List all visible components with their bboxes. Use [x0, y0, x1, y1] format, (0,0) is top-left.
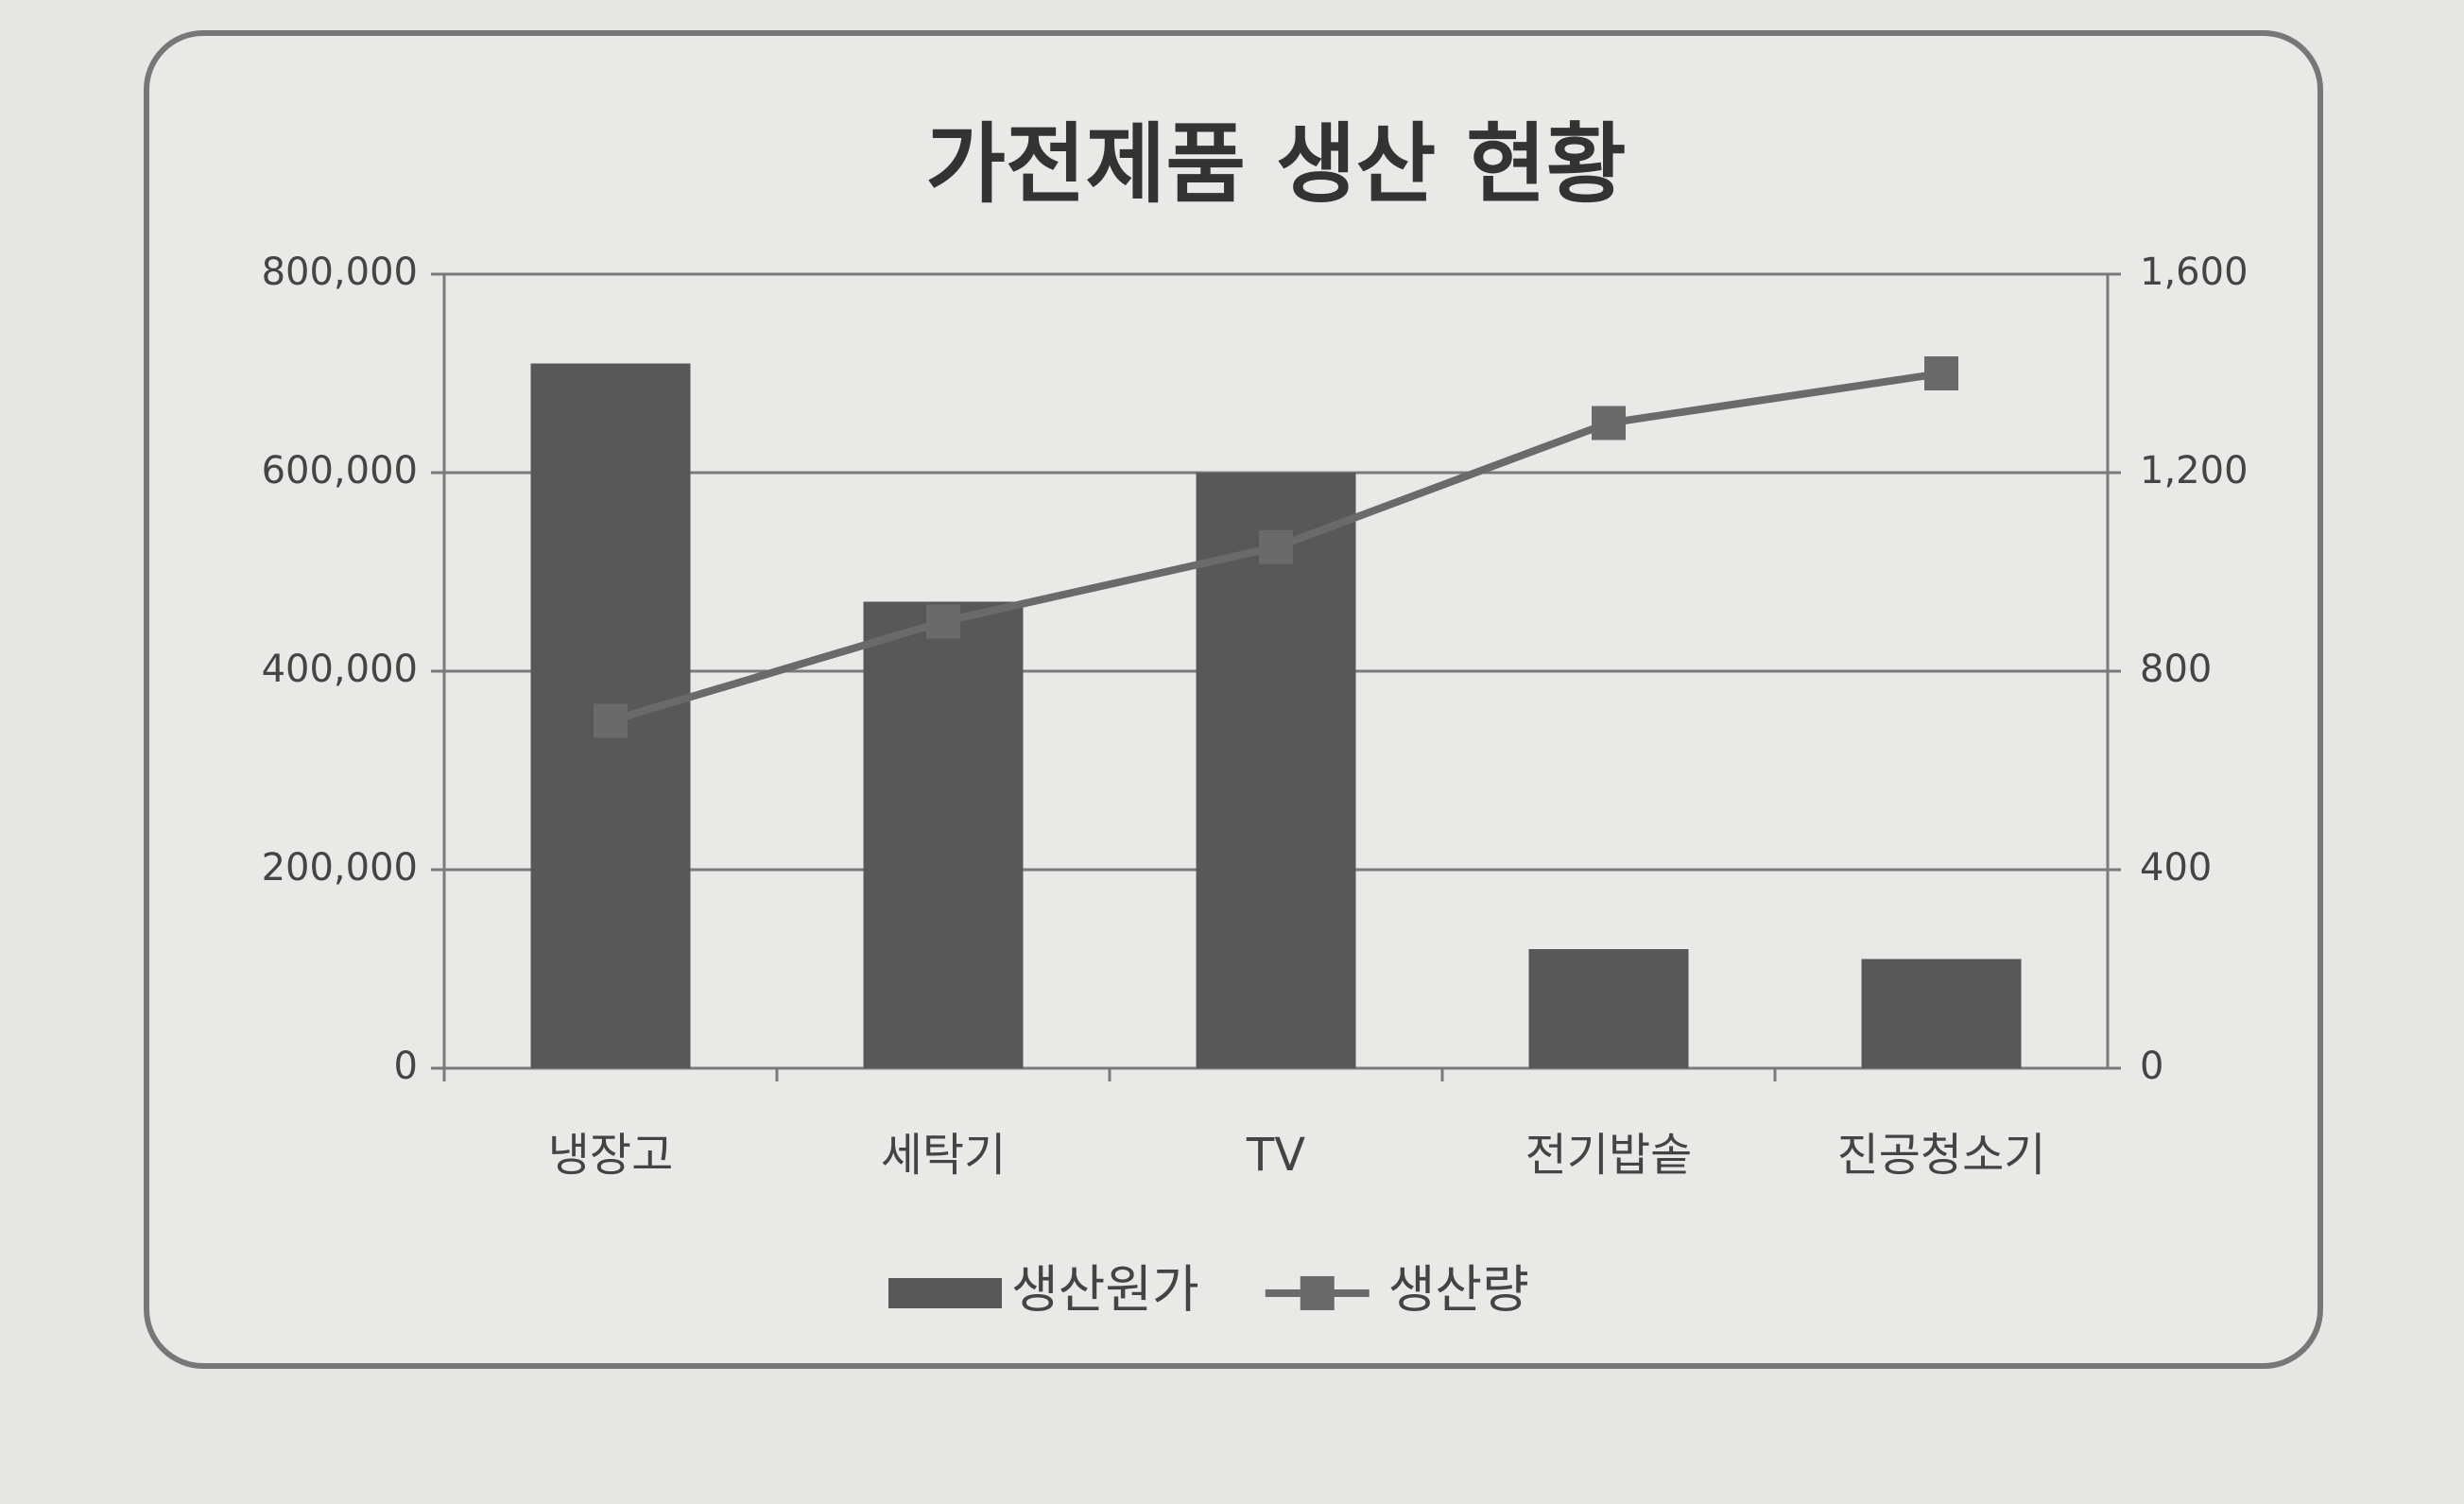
- y-tick-label: 400,000: [262, 648, 418, 691]
- chart-title: 가전제품 생산 현황: [925, 113, 1626, 215]
- legend-swatch: [1300, 1276, 1335, 1310]
- bar: [1528, 949, 1689, 1068]
- y2-tick-label: 800: [2140, 648, 2212, 691]
- marker: [1924, 356, 1958, 390]
- x-tick-label: 전기밥솥: [1525, 1129, 1693, 1182]
- x-tick-label: TV: [1246, 1129, 1305, 1182]
- y2-tick-label: 1,200: [2140, 449, 2249, 493]
- marker: [1259, 529, 1293, 564]
- bar: [1196, 473, 1356, 1068]
- bar: [863, 601, 1024, 1068]
- x-tick-label: 세탁기: [881, 1129, 1006, 1182]
- marker: [926, 604, 960, 639]
- y2-tick-label: 1,600: [2140, 251, 2249, 294]
- x-tick-label: 진공청소기: [1837, 1129, 2046, 1182]
- y-tick-label: 800,000: [262, 251, 418, 294]
- y-tick-label: 200,000: [262, 846, 418, 890]
- x-tick-label: 냉장고: [548, 1129, 673, 1182]
- marker: [1592, 406, 1626, 441]
- y2-tick-label: 400: [2140, 846, 2212, 890]
- legend-label: 생산량: [1388, 1260, 1529, 1320]
- legend-label: 생산원가: [1011, 1260, 1199, 1320]
- legend-swatch: [888, 1278, 1002, 1308]
- y2-tick-label: 0: [2140, 1045, 2163, 1088]
- marker: [594, 703, 628, 738]
- y-tick-label: 0: [394, 1045, 418, 1088]
- bar: [1861, 959, 2022, 1068]
- y-tick-label: 600,000: [262, 449, 418, 493]
